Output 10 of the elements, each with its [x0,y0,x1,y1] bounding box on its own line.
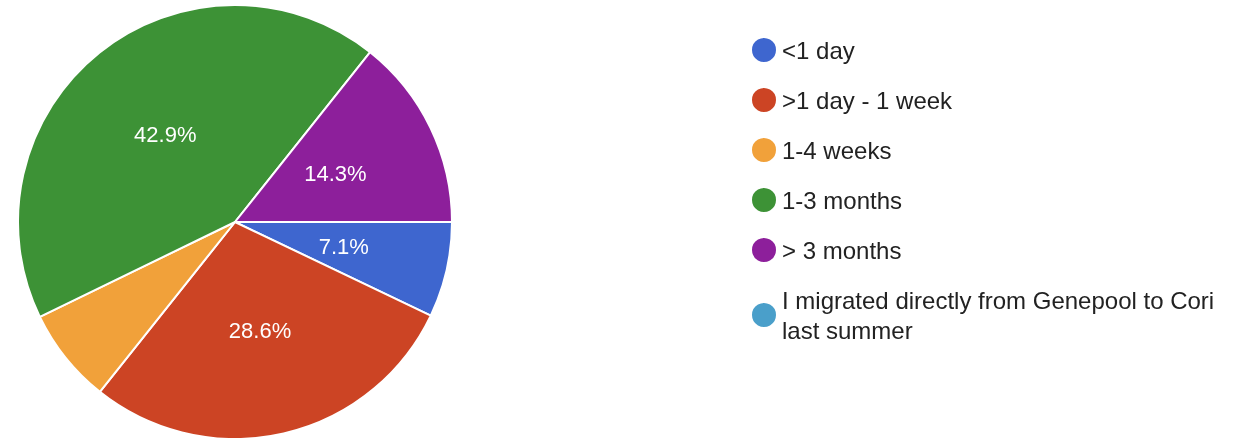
legend-label: > 3 months [782,236,902,264]
data-label: 42.9% [134,122,197,148]
legend-label: 1-3 months [782,186,903,214]
data-label: 7.1% [318,234,369,260]
legend-label: >1 day - 1 week [782,86,954,114]
legend-label: 1-4 weeks [782,136,892,164]
data-label: 28.6% [228,318,292,344]
legend-label: <1 day [782,36,855,64]
data-label: 14.3% [304,161,367,187]
legend-label: I migrated directly from Genepool to Cori last summer [782,286,1221,344]
